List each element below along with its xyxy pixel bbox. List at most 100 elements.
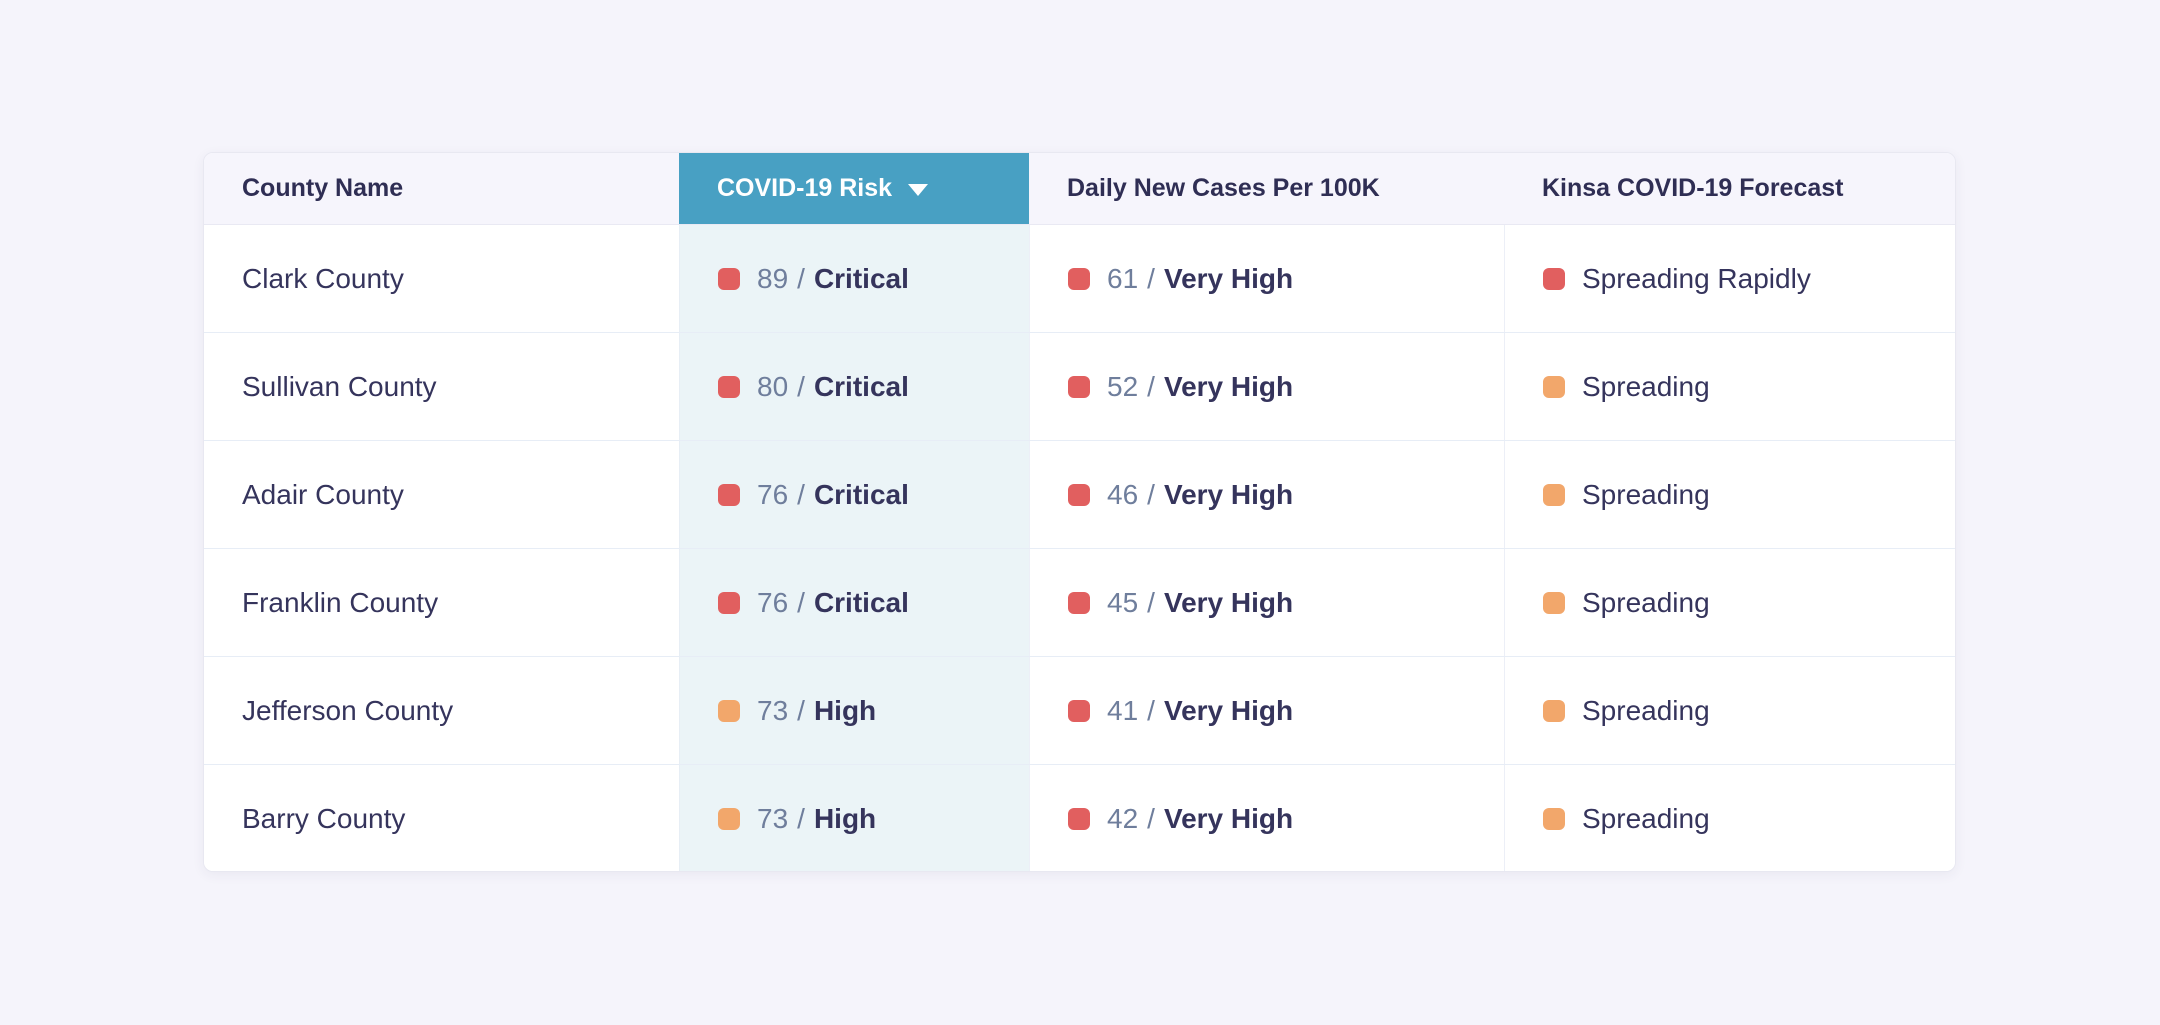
- cases-value: 46: [1107, 478, 1139, 510]
- separator: /: [797, 262, 805, 294]
- separator: /: [797, 803, 805, 834]
- cases-level-swatch: [1068, 267, 1090, 290]
- forecast-label: Spreading Rapidly: [1582, 262, 1811, 294]
- separator: /: [1147, 262, 1155, 294]
- covid-risk-cell: 80 / Critical: [679, 333, 1029, 440]
- risk-level-swatch: [718, 808, 740, 830]
- risk-level-label: High: [813, 694, 877, 726]
- separator: /: [1147, 586, 1155, 618]
- forecast-swatch: [1543, 483, 1565, 506]
- cases-value: 52: [1107, 370, 1139, 402]
- daily-cases-cell: 61 / Very High: [1029, 225, 1504, 332]
- risk-level-swatch: [718, 699, 740, 722]
- cases-level-swatch: [1068, 591, 1090, 614]
- cases-value: 45: [1107, 586, 1139, 618]
- county-name-cell: Barry County: [204, 765, 679, 871]
- risk-score: 73: [757, 803, 789, 834]
- cases-level-swatch: [1068, 699, 1090, 722]
- cases-level-label: Very High: [1163, 478, 1294, 510]
- table-row: Adair County 76 / Critical 46 / Very Hig…: [204, 441, 1955, 549]
- column-header-label: COVID-19 Risk: [717, 174, 893, 202]
- forecast-cell: Spreading: [1504, 333, 1955, 440]
- risk-level-label: Critical: [813, 370, 909, 402]
- county-name: Barry County: [242, 803, 406, 834]
- county-name: Franklin County: [242, 586, 439, 618]
- covid-risk-cell: 89 / Critical: [679, 225, 1029, 332]
- risk-score: 89: [757, 262, 789, 294]
- forecast-swatch: [1543, 267, 1565, 290]
- sort-caret-down-icon: [908, 184, 929, 196]
- forecast-label: Spreading: [1582, 370, 1710, 402]
- forecast-swatch: [1543, 808, 1565, 830]
- covid-risk-cell: 76 / Critical: [679, 441, 1029, 548]
- county-name-cell: Clark County: [204, 225, 679, 332]
- risk-score: 76: [757, 478, 789, 510]
- county-name: Jefferson County: [242, 694, 454, 726]
- county-name: Sullivan County: [242, 370, 437, 402]
- risk-level-swatch: [718, 375, 740, 398]
- daily-cases-cell: 52 / Very High: [1029, 333, 1504, 440]
- separator: /: [797, 478, 805, 510]
- covid-risk-cell: 73 / High: [679, 765, 1029, 871]
- covid-risk-cell: 73 / High: [679, 657, 1029, 764]
- forecast-label: Spreading: [1582, 586, 1710, 618]
- cases-level-label: Very High: [1163, 262, 1294, 294]
- cases-level-swatch: [1068, 375, 1090, 398]
- column-header-kinsa-forecast[interactable]: Kinsa COVID-19 Forecast: [1504, 153, 1955, 224]
- cases-level-swatch: [1068, 808, 1090, 830]
- forecast-cell: Spreading: [1504, 441, 1955, 548]
- cases-value: 61: [1107, 262, 1139, 294]
- risk-score: 73: [757, 694, 789, 726]
- county-name-cell: Sullivan County: [204, 333, 679, 440]
- table-row: Sullivan County 80 / Critical 52 / Very …: [204, 333, 1955, 441]
- daily-cases-cell: 42 / Very High: [1029, 765, 1504, 871]
- table-header-row: County Name COVID-19 Risk Daily New Case…: [204, 153, 1955, 225]
- column-header-label: Kinsa COVID-19 Forecast: [1542, 174, 1844, 202]
- forecast-cell: Spreading Rapidly: [1504, 225, 1955, 332]
- risk-score: 76: [757, 586, 789, 618]
- risk-level-label: Critical: [813, 586, 909, 618]
- cases-level-swatch: [1068, 483, 1090, 506]
- table-row: Barry County 73 / High 42 / Very High Sp…: [204, 765, 1955, 871]
- covid-risk-table-card: County Name COVID-19 Risk Daily New Case…: [203, 152, 1956, 872]
- forecast-cell: Spreading: [1504, 765, 1955, 871]
- county-name: Adair County: [242, 478, 404, 510]
- risk-score: 80: [757, 370, 789, 402]
- forecast-swatch: [1543, 375, 1565, 398]
- forecast-cell: Spreading: [1504, 657, 1955, 764]
- separator: /: [797, 694, 805, 726]
- cases-level-label: Very High: [1163, 803, 1294, 834]
- column-header-label: County Name: [242, 174, 404, 202]
- cases-level-label: Very High: [1163, 586, 1294, 618]
- county-name-cell: Franklin County: [204, 549, 679, 656]
- table-row: Franklin County 76 / Critical 45 / Very …: [204, 549, 1955, 657]
- forecast-label: Spreading: [1582, 803, 1710, 834]
- county-name-cell: Adair County: [204, 441, 679, 548]
- risk-level-label: Critical: [813, 478, 909, 510]
- cases-value: 41: [1107, 694, 1139, 726]
- county-name-cell: Jefferson County: [204, 657, 679, 764]
- risk-level-swatch: [718, 267, 740, 290]
- separator: /: [1147, 478, 1155, 510]
- risk-level-swatch: [718, 483, 740, 506]
- separator: /: [1147, 694, 1155, 726]
- separator: /: [1147, 803, 1155, 834]
- forecast-label: Spreading: [1582, 478, 1710, 510]
- risk-level-label: Critical: [813, 262, 909, 294]
- column-header-label: Daily New Cases Per 100K: [1067, 174, 1380, 202]
- forecast-swatch: [1543, 591, 1565, 614]
- separator: /: [1147, 370, 1155, 402]
- daily-cases-cell: 45 / Very High: [1029, 549, 1504, 656]
- risk-level-label: High: [813, 803, 877, 834]
- cases-level-label: Very High: [1163, 694, 1294, 726]
- column-header-covid-risk-sorted[interactable]: COVID-19 Risk: [679, 153, 1029, 224]
- covid-risk-cell: 76 / Critical: [679, 549, 1029, 656]
- column-header-daily-new-cases[interactable]: Daily New Cases Per 100K: [1029, 153, 1504, 224]
- county-name: Clark County: [242, 262, 404, 294]
- column-header-county-name[interactable]: County Name: [204, 153, 679, 224]
- daily-cases-cell: 46 / Very High: [1029, 441, 1504, 548]
- table-row: Jefferson County 73 / High 41 / Very Hig…: [204, 657, 1955, 765]
- separator: /: [797, 586, 805, 618]
- cases-level-label: Very High: [1163, 370, 1294, 402]
- daily-cases-cell: 41 / Very High: [1029, 657, 1504, 764]
